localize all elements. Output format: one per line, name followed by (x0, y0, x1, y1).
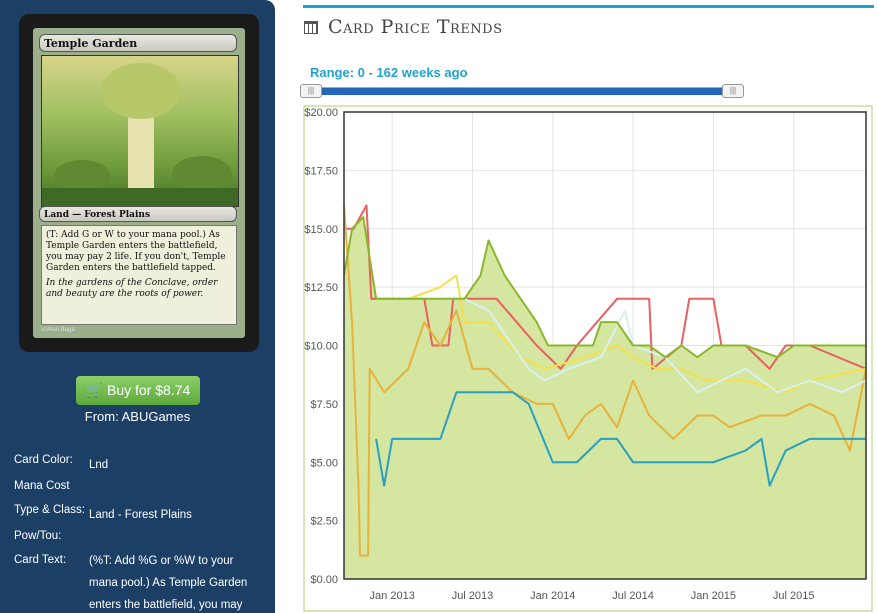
info-label: Card Color: (14, 454, 73, 466)
y-tick-label: $5.00 (310, 457, 338, 469)
info-row-powtou: Pow/Tou: (14, 526, 264, 550)
chart-outer-border (303, 105, 873, 612)
card-name: Temple Garden (39, 34, 237, 52)
x-tick-label: Jul 2015 (773, 590, 815, 602)
slider-fill (314, 88, 729, 95)
y-tick-label: $20.00 (304, 107, 338, 119)
range-slider[interactable]: ||| ||| (300, 84, 744, 98)
area-series-fill (344, 217, 866, 579)
info-value: (%T: Add %G or %W to your mana pool.) As… (89, 555, 248, 611)
info-label: Mana Cost (14, 480, 70, 492)
buy-button-label: Buy for $8.74 (107, 382, 191, 398)
slider-handle-right[interactable]: ||| (722, 84, 744, 98)
info-value: Lnd (89, 459, 109, 471)
info-value: Land - Forest Plains (89, 509, 192, 521)
info-value (89, 526, 264, 530)
info-row-color: Card Color: Lnd (14, 450, 264, 476)
price-chart: $0.00 $2.50 $5.00 $7.50 $10.00 $12.50 $15.00 $1… (303, 105, 873, 612)
y-tick-label: $12.50 (304, 282, 338, 294)
x-tick-label: Jan 2013 (370, 590, 415, 602)
series-line-3 (407, 274, 867, 394)
card-flavor-text: In the gardens of the Conclave, order an… (46, 278, 218, 299)
y-tick-label: $10.00 (304, 341, 338, 353)
x-tick-label: Jan 2014 (530, 590, 575, 602)
series-line-1 (343, 205, 867, 557)
y-tick-label: $17.50 (304, 165, 338, 177)
seller-label: From: ABUGames (84, 409, 191, 424)
y-tick-label: $15.00 (304, 224, 338, 236)
card-text-box: (T: Add G or W to your mana pool.) As Te… (41, 225, 237, 325)
info-row-type: Type & Class: Land - Forest Plains (14, 500, 264, 526)
calendar-icon (304, 21, 318, 34)
range-label: Range: 0 - 162 weeks ago (310, 65, 468, 80)
info-label: Type & Class: (14, 504, 85, 516)
info-label: Card Text: (14, 554, 67, 566)
section-title: Card Price Trends (304, 16, 503, 38)
info-value (89, 476, 264, 480)
slider-handle-left[interactable]: ||| (300, 84, 322, 98)
y-tick-label: $0.00 (310, 574, 338, 586)
cart-icon: 🛒 (85, 382, 104, 398)
buy-button[interactable]: 🛒 Buy for $8.74 (76, 376, 200, 405)
tree-illustration (42, 63, 238, 206)
card-artist: Volkan Baga (41, 327, 75, 333)
card-type-line: Land — Forest Plains (39, 206, 237, 222)
card-image: Temple Garden Land — Forest Plains (T: A… (19, 14, 259, 352)
info-row-mana: Mana Cost (14, 476, 264, 500)
header-rule (303, 5, 874, 8)
x-tick-label: Jul 2014 (612, 590, 654, 602)
price-trends-panel: Card Price Trends Range: 0 - 162 weeks a… (294, 0, 877, 613)
card-rules-text: (T: Add G or W to your mana pool.) As Te… (46, 230, 226, 273)
card-info-list: Card Color: Lnd Mana Cost Type & Class: … (14, 450, 264, 613)
x-tick-label: Jul 2013 (452, 590, 494, 602)
info-row-text: Card Text: (%T: Add %G or %W to your man… (14, 550, 264, 613)
y-tick-label: $2.50 (310, 516, 338, 528)
y-tick-label: $7.50 (310, 399, 338, 411)
card-face: Temple Garden Land — Forest Plains (T: A… (33, 28, 245, 338)
x-tick-label: Jan 2015 (691, 590, 736, 602)
card-art (41, 55, 239, 207)
area-series-line (343, 216, 866, 359)
card-sidebar: Temple Garden Land — Forest Plains (T: A… (0, 0, 275, 613)
series-line-2 (375, 391, 866, 487)
info-label: Pow/Tou: (14, 530, 62, 542)
plot-border (343, 111, 867, 580)
